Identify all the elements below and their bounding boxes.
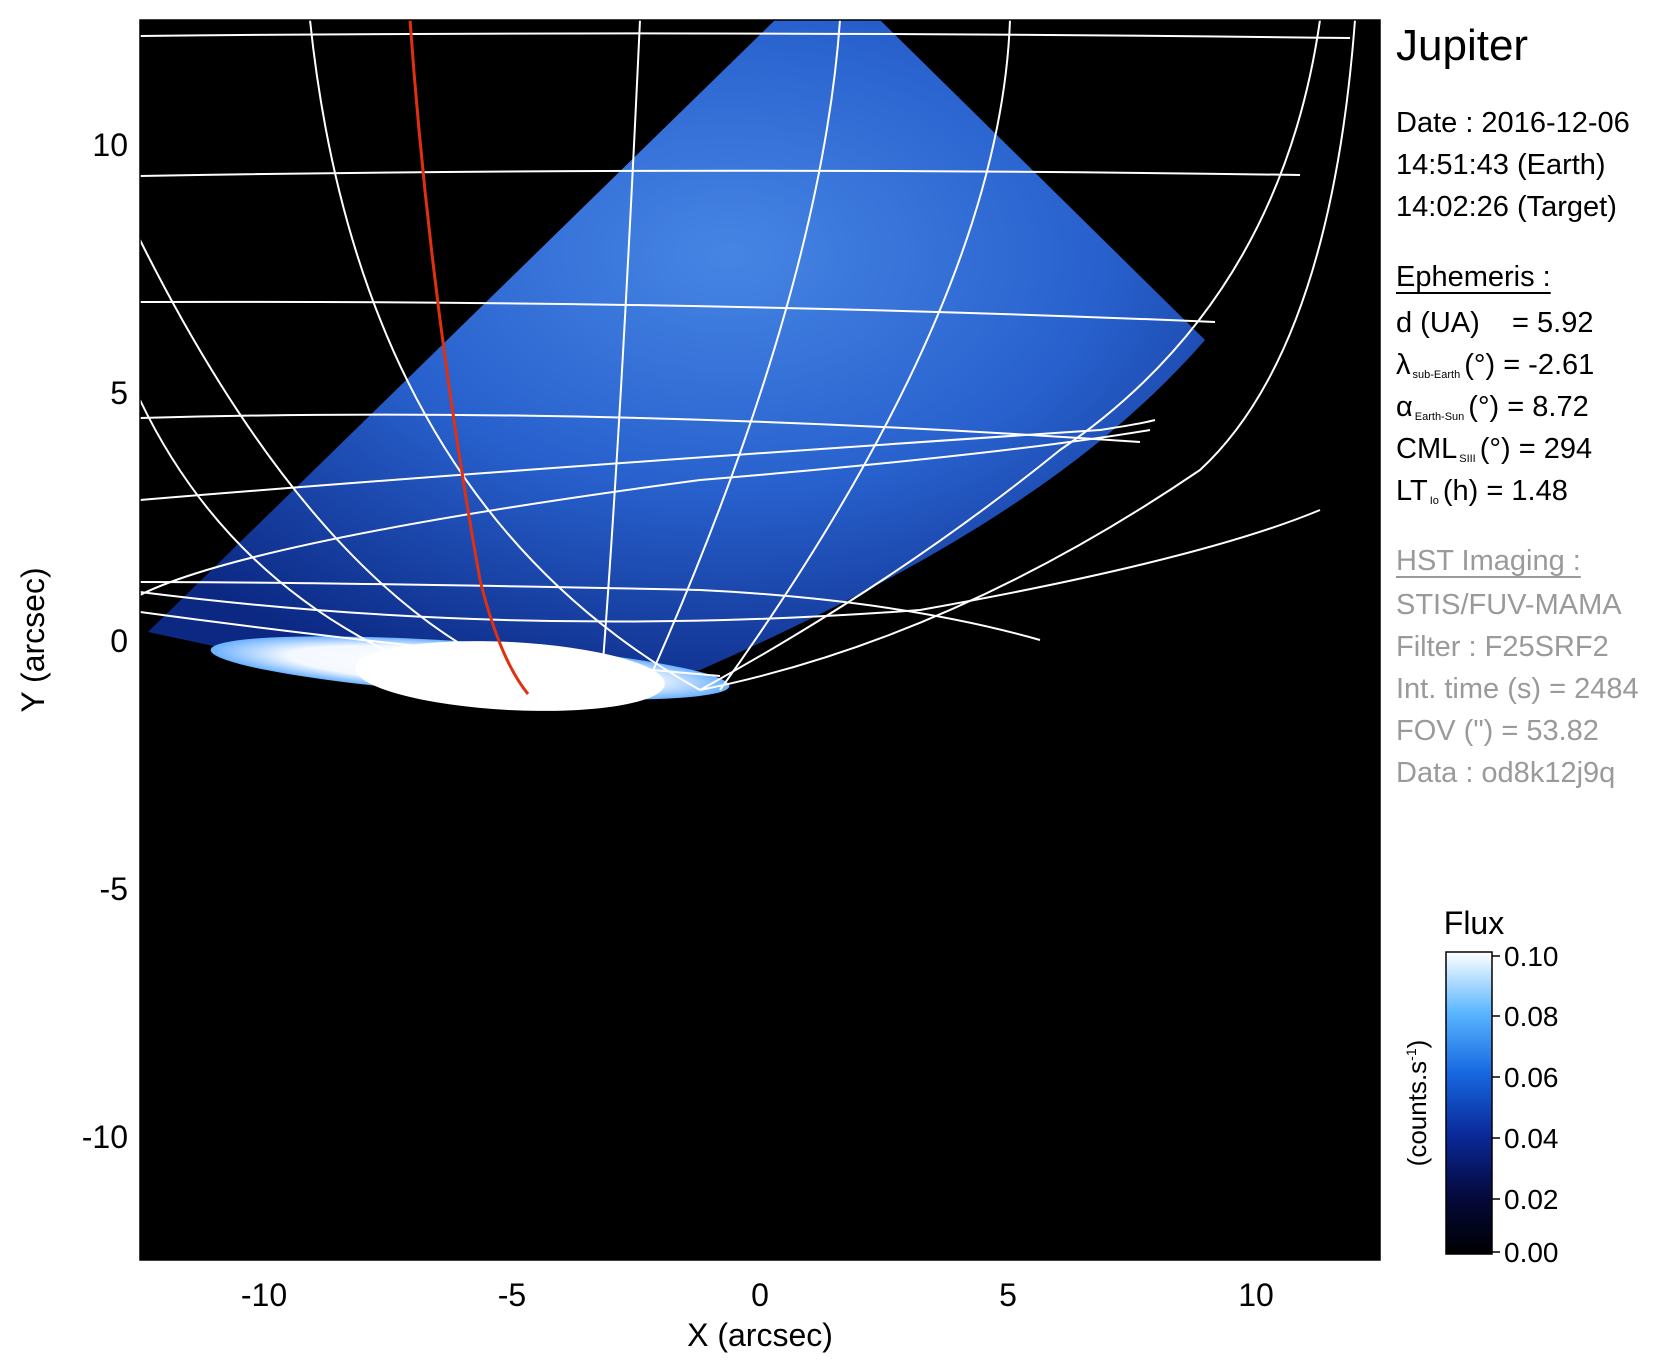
auroral-bright-spot [355, 641, 665, 711]
colorbar-tick-label: 0.02 [1504, 1184, 1559, 1215]
imaging-int-time: Int. time (s) = 2484 [1396, 673, 1639, 705]
jupiter-disk-emission [148, 20, 1205, 690]
y-tick-label: -5 [100, 871, 128, 907]
colorbar-tick-label: 0.04 [1504, 1123, 1559, 1154]
planetographic-grid [140, 20, 1356, 701]
colorbar-tick-label: 0.00 [1504, 1237, 1559, 1268]
colorbar [1445, 951, 1493, 1255]
x-tick-label: 5 [999, 1277, 1017, 1313]
colorbar-tick-label: 0.10 [1504, 941, 1559, 972]
imaging-fov: FOV (") = 53.82 [1396, 715, 1599, 747]
y-axis-label: Y (arcsec) [15, 567, 51, 712]
x-tick-label: 0 [751, 1277, 769, 1313]
ephemeris-sub-earth-lat: λ sub-Earth (°) = -2.61 [1396, 349, 1595, 381]
colorbar-tick-label: 0.06 [1504, 1062, 1559, 1093]
colorbar-tick-label: 0.08 [1504, 1001, 1559, 1032]
earth-time: 14:51:43 (Earth) [1396, 149, 1606, 181]
tick-marks [140, 143, 1257, 1260]
y-tick-label: 5 [110, 375, 128, 411]
colorbar-unit-label: (counts.s-1) [1402, 1040, 1432, 1167]
imaging-filter: Filter : F25SRF2 [1396, 631, 1609, 663]
colorbar-title: Flux [1444, 905, 1504, 941]
imaging-header: HST Imaging : [1396, 545, 1581, 577]
y-tick-label: 10 [92, 127, 128, 163]
ephemeris-distance: d (UA) = 5.92 [1396, 307, 1594, 339]
colorbar-ticks [1492, 955, 1500, 1253]
date-line: Date : 2016-12-06 [1396, 107, 1630, 139]
io-footprint-trace [408, 20, 530, 695]
x-tick-label: 10 [1238, 1277, 1274, 1313]
ephemeris-io-local-time: LT Io (h) = 1.48 [1396, 475, 1568, 507]
y-tick-label: -10 [82, 1119, 128, 1155]
x-tick-label: -5 [498, 1277, 526, 1313]
ephemeris-header: Ephemeris : [1396, 261, 1551, 293]
ephemeris-phase-angle: α Earth-Sun (°) = 8.72 [1396, 391, 1589, 423]
imaging-instrument: STIS/FUV-MAMA [1396, 589, 1622, 621]
x-axis-label: X (arcsec) [687, 1317, 833, 1353]
ephemeris-cml: CML SIII (°) = 294 [1396, 433, 1593, 465]
target-title: Jupiter [1396, 21, 1529, 70]
x-tick-label: -10 [241, 1277, 287, 1313]
imaging-data-id: Data : od8k12j9q [1396, 757, 1616, 789]
target-time: 14:02:26 (Target) [1396, 191, 1617, 223]
y-tick-label: 0 [110, 623, 128, 659]
